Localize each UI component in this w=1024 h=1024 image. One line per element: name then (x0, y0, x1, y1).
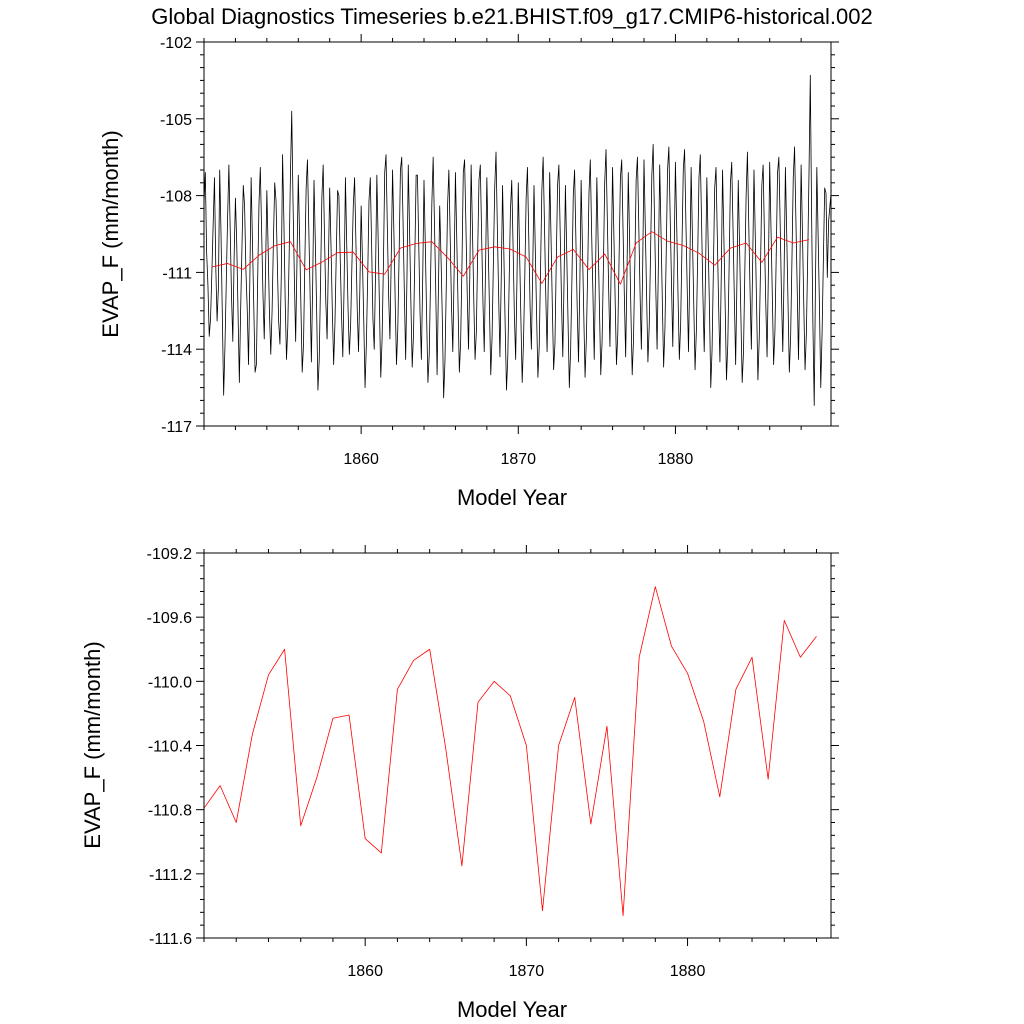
bottom-ytick-label: -111.2 (149, 867, 192, 884)
bottom-y-axis-label: EVAP_F (mm/month) (80, 641, 105, 848)
bottom-ytick-label: -110.4 (148, 739, 192, 756)
bottom-xtick-label: 1880 (670, 963, 706, 980)
top-xtick-label: 1860 (343, 451, 379, 468)
top-ytick-label: -105 (160, 112, 192, 129)
top-xtick-label: 1880 (658, 451, 694, 468)
top-ytick-label: -108 (160, 189, 192, 206)
bottom-x-axis-label: Model Year (457, 997, 567, 1022)
bottom-xtick-label: 1860 (347, 963, 383, 980)
bottom-ytick-label: -109.2 (147, 546, 192, 563)
top-panel: -102 -105 -108 -111 -114 -117 1860 1870 1880 Mod… (98, 34, 839, 510)
top-ytick-label: -117 (161, 419, 192, 436)
top-series-group (203, 74, 832, 406)
bottom-xtick-label: 1870 (509, 963, 545, 980)
bottom-ytick-label: -110.8 (148, 803, 192, 820)
top-ytick-label: -114 (161, 342, 192, 359)
figure-title: Global Diagnostics Timeseries b.e21.BHIS… (151, 4, 872, 29)
top-ytick-label: -102 (160, 35, 192, 52)
bottom-plot-frame (203, 552, 832, 939)
bottom-axis-ticks: -109.2 -109.6 -110.0 -110.4 -110.8 -111.2 -111… (147, 545, 839, 980)
bottom-series-group (203, 586, 817, 916)
top-series-line-monthly (203, 74, 832, 406)
top-ytick-label: -111 (162, 265, 192, 282)
top-y-axis-label: EVAP_F (mm/month) (98, 130, 123, 337)
bottom-series-line-annual-mean (203, 586, 817, 916)
bottom-panel: -109.2 -109.6 -110.0 -110.4 -110.8 -111.2 -111… (80, 545, 839, 1022)
top-series-line-annual-mean (211, 231, 810, 285)
top-x-axis-label: Model Year (457, 485, 567, 510)
bottom-ytick-label: -111.6 (149, 931, 192, 948)
bottom-ytick-label: -109.6 (147, 610, 192, 627)
top-axis-ticks: -102 -105 -108 -111 -114 -117 1860 1870 1880 (160, 34, 839, 468)
bottom-ytick-label: -110.0 (148, 674, 192, 691)
top-xtick-label: 1870 (500, 451, 536, 468)
